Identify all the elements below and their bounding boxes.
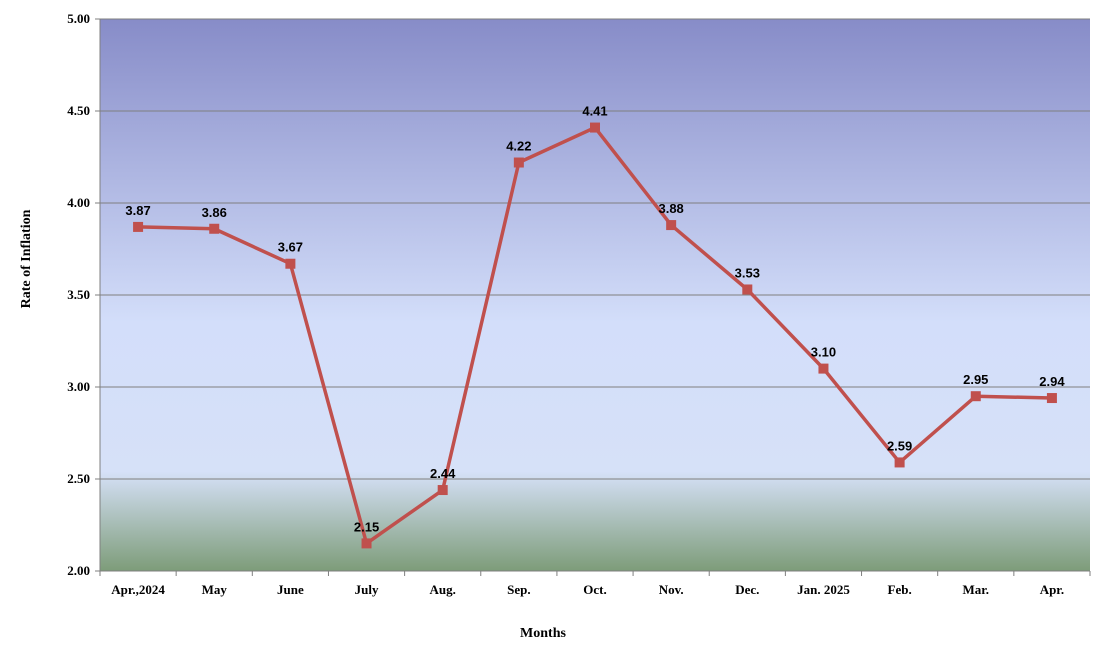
data-label: 3.87 — [125, 203, 150, 218]
data-label: 4.22 — [506, 139, 531, 154]
data-point-marker — [970, 391, 981, 402]
x-tick-label: July — [355, 582, 379, 597]
data-label: 2.95 — [963, 372, 988, 387]
data-point-marker — [590, 122, 600, 133]
y-axis-title: Rate of Inflation — [19, 209, 34, 308]
gridlines — [100, 18, 1090, 480]
x-tick-label: Feb. — [888, 582, 912, 597]
x-tick-label: May — [202, 582, 228, 597]
x-tick-label: Nov. — [659, 582, 684, 597]
x-tick-label: Mar. — [962, 582, 989, 597]
y-tick-label: 5.00 — [67, 11, 90, 26]
x-tick-label: Apr. — [1040, 582, 1064, 597]
x-tick-label: June — [277, 582, 304, 597]
data-point-marker — [818, 363, 829, 374]
data-point-marker — [133, 221, 144, 232]
data-label: 3.53 — [735, 265, 760, 280]
x-tick-label: Oct. — [583, 582, 606, 597]
y-tick-label: 3.00 — [67, 379, 90, 394]
y-tick-label: 2.00 — [67, 563, 90, 578]
data-point-marker — [742, 284, 753, 295]
data-label: 4.41 — [582, 104, 607, 119]
data-point-marker — [437, 485, 448, 496]
x-tick-label: Jan. 2025 — [797, 582, 850, 597]
x-tick-label: Dec. — [735, 582, 759, 597]
data-point-marker — [666, 220, 677, 231]
data-point-marker — [1046, 393, 1057, 404]
data-label: 2.59 — [887, 438, 912, 453]
x-axis-title: Months — [520, 626, 566, 641]
y-tick-label: 3.50 — [67, 287, 90, 302]
y-tick-label: 4.00 — [67, 195, 90, 210]
data-label: 3.10 — [811, 345, 836, 360]
y-tick-label: 4.50 — [67, 103, 90, 118]
series-layer — [133, 122, 1057, 549]
data-point-marker — [513, 157, 524, 168]
data-label: 2.15 — [354, 519, 379, 534]
data-point-marker — [894, 457, 905, 468]
y-axis-ticks: 2.00 2.50 3.00 3.50 4.00 4.50 5.00 — [67, 11, 100, 578]
x-tick-label: Sep. — [507, 582, 530, 597]
data-label: 3.67 — [278, 240, 303, 255]
data-label: 2.44 — [430, 466, 456, 481]
data-label: 3.86 — [202, 205, 227, 220]
data-point-marker — [209, 223, 220, 234]
data-point-marker — [285, 258, 296, 269]
x-tick-label: Apr.,2024 — [111, 582, 165, 597]
data-label: 3.88 — [658, 201, 683, 216]
data-point-marker — [361, 538, 372, 549]
x-tick-label: Aug. — [430, 582, 456, 597]
data-label: 2.94 — [1039, 374, 1065, 389]
x-axis-ticks: Apr.,2024 May June July Aug. Sep. Oct. Nov. Dec.… — [99, 571, 1091, 597]
y-tick-label: 2.50 — [67, 471, 90, 486]
data-labels: 3.87 3.86 3.67 2.15 2.44 4.22 4.41 3.88 3.53 3.10… — [125, 104, 1065, 535]
